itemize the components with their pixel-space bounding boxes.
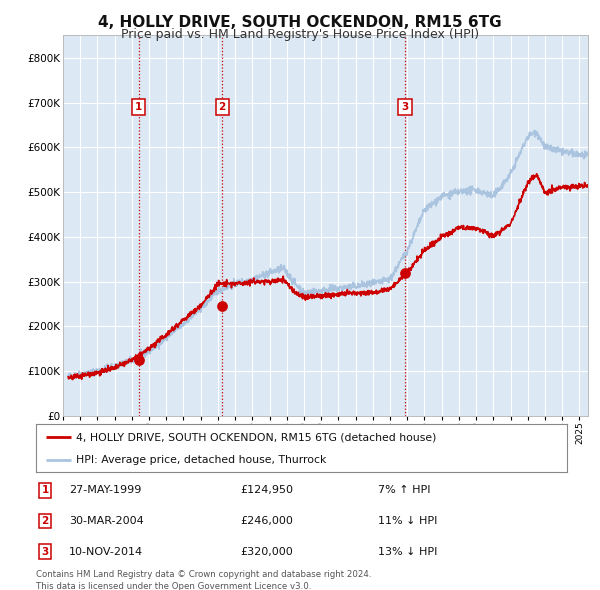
Text: HPI: Average price, detached house, Thurrock: HPI: Average price, detached house, Thur…: [76, 455, 326, 466]
Point: [134, 355, 144, 365]
Text: £246,000: £246,000: [240, 516, 293, 526]
Text: 1: 1: [135, 102, 143, 112]
Text: £320,000: £320,000: [240, 547, 293, 556]
Text: 30-MAR-2004: 30-MAR-2004: [69, 516, 144, 526]
Text: 11% ↓ HPI: 11% ↓ HPI: [378, 516, 437, 526]
Point: [400, 268, 410, 277]
Point: [217, 301, 227, 310]
Text: 3: 3: [41, 547, 49, 556]
Text: 2: 2: [218, 102, 226, 112]
Text: 4, HOLLY DRIVE, SOUTH OCKENDON, RM15 6TG (detached house): 4, HOLLY DRIVE, SOUTH OCKENDON, RM15 6TG…: [76, 432, 436, 442]
Text: £124,950: £124,950: [240, 486, 293, 495]
Text: 2: 2: [41, 516, 49, 526]
Text: 10-NOV-2014: 10-NOV-2014: [69, 547, 143, 556]
Text: 3: 3: [401, 102, 409, 112]
Text: Price paid vs. HM Land Registry's House Price Index (HPI): Price paid vs. HM Land Registry's House …: [121, 28, 479, 41]
Text: 4, HOLLY DRIVE, SOUTH OCKENDON, RM15 6TG: 4, HOLLY DRIVE, SOUTH OCKENDON, RM15 6TG: [98, 15, 502, 30]
Text: 1: 1: [41, 486, 49, 495]
Text: 27-MAY-1999: 27-MAY-1999: [69, 486, 142, 495]
Text: 7% ↑ HPI: 7% ↑ HPI: [378, 486, 431, 495]
Text: 13% ↓ HPI: 13% ↓ HPI: [378, 547, 437, 556]
Text: Contains HM Land Registry data © Crown copyright and database right 2024.
This d: Contains HM Land Registry data © Crown c…: [36, 570, 371, 590]
